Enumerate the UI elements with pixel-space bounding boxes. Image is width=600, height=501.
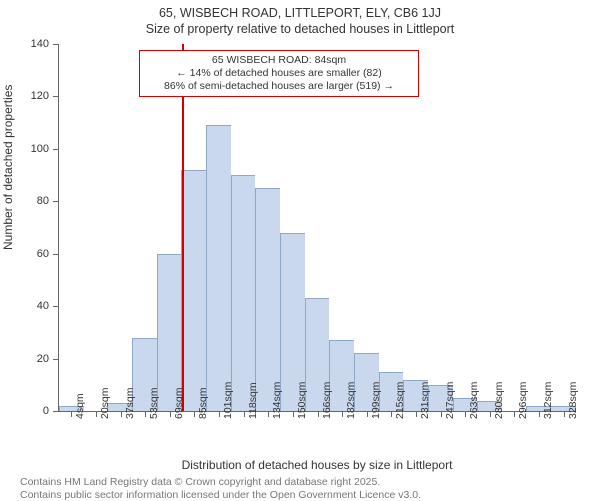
x-tick [170, 411, 171, 417]
footer-line2: Contains public sector information licen… [20, 489, 421, 501]
x-tick-label: 263sqm [468, 382, 480, 419]
histogram-bar [206, 125, 231, 411]
x-tick [465, 411, 466, 417]
y-tick-label: 100 [31, 143, 49, 155]
x-axis-label: Distribution of detached houses by size … [58, 458, 576, 472]
histogram-bar [231, 175, 256, 411]
reference-line [182, 44, 184, 411]
y-tick-label: 20 [37, 353, 49, 365]
y-tick-label: 60 [37, 248, 49, 260]
histogram-bar [181, 170, 206, 411]
x-tick [268, 411, 269, 417]
y-tick [53, 149, 59, 150]
chart-title-line2: Size of property relative to detached ho… [0, 22, 600, 36]
footer-line1: Contains HM Land Registry data © Crown c… [20, 476, 380, 488]
x-tick [490, 411, 491, 417]
x-tick [539, 411, 540, 417]
x-tick-label: 134sqm [271, 382, 283, 419]
x-tick-label: 280sqm [493, 382, 505, 419]
y-tick-label: 120 [31, 90, 49, 102]
x-tick-label: 231sqm [419, 382, 431, 419]
x-tick [318, 411, 319, 417]
x-tick [145, 411, 146, 417]
x-tick-label: 37sqm [124, 387, 136, 419]
x-tick [441, 411, 442, 417]
x-tick-label: 69sqm [173, 387, 185, 419]
x-tick [219, 411, 220, 417]
x-tick [564, 411, 565, 417]
x-tick-label: 328sqm [567, 382, 579, 419]
x-tick [194, 411, 195, 417]
x-tick [96, 411, 97, 417]
x-tick-label: 199sqm [370, 382, 382, 419]
x-tick-label: 85sqm [197, 387, 209, 419]
x-tick [121, 411, 122, 417]
histogram-bar [255, 188, 280, 411]
x-tick-label: 312sqm [542, 382, 554, 419]
x-tick [416, 411, 417, 417]
chart-container: 65, WISBECH ROAD, LITTLEPORT, ELY, CB6 1… [0, 0, 600, 500]
x-tick-label: 101sqm [222, 382, 234, 419]
callout-box: 65 WISBECH ROAD: 84sqm ← 14% of detached… [139, 50, 419, 97]
x-tick-label: 296sqm [517, 382, 529, 419]
y-tick [53, 96, 59, 97]
y-tick-label: 80 [37, 195, 49, 207]
plot-area: 65 WISBECH ROAD: 84sqm ← 14% of detached… [58, 44, 576, 412]
y-tick-label: 140 [31, 38, 49, 50]
y-tick [53, 201, 59, 202]
x-tick [514, 411, 515, 417]
chart-title-line1: 65, WISBECH ROAD, LITTLEPORT, ELY, CB6 1… [0, 6, 600, 20]
x-tick [391, 411, 392, 417]
x-tick-label: 247sqm [444, 382, 456, 419]
y-tick [53, 359, 59, 360]
y-tick-label: 40 [37, 300, 49, 312]
x-tick-label: 20sqm [99, 387, 111, 419]
y-axis-label: Number of detached properties [1, 85, 15, 250]
x-tick [244, 411, 245, 417]
y-tick [53, 306, 59, 307]
callout-line-smaller: ← 14% of detached houses are smaller (82… [146, 67, 412, 80]
x-tick-label: 118sqm [247, 382, 259, 419]
x-tick-label: 166sqm [321, 382, 333, 419]
x-tick-label: 4sqm [74, 393, 86, 419]
x-tick-label: 53sqm [148, 387, 160, 419]
x-tick [342, 411, 343, 417]
y-tick [53, 44, 59, 45]
callout-line-larger: 86% of semi-detached houses are larger (… [146, 80, 412, 93]
callout-line-address: 65 WISBECH ROAD: 84sqm [146, 54, 412, 67]
x-tick-label: 182sqm [345, 382, 357, 419]
y-tick [53, 411, 59, 412]
x-tick-label: 215sqm [394, 382, 406, 419]
y-tick [53, 254, 59, 255]
x-tick [293, 411, 294, 417]
x-tick-label: 150sqm [296, 382, 308, 419]
histogram-bars [59, 44, 576, 411]
x-tick [71, 411, 72, 417]
x-tick [367, 411, 368, 417]
y-tick-label: 0 [43, 405, 49, 417]
